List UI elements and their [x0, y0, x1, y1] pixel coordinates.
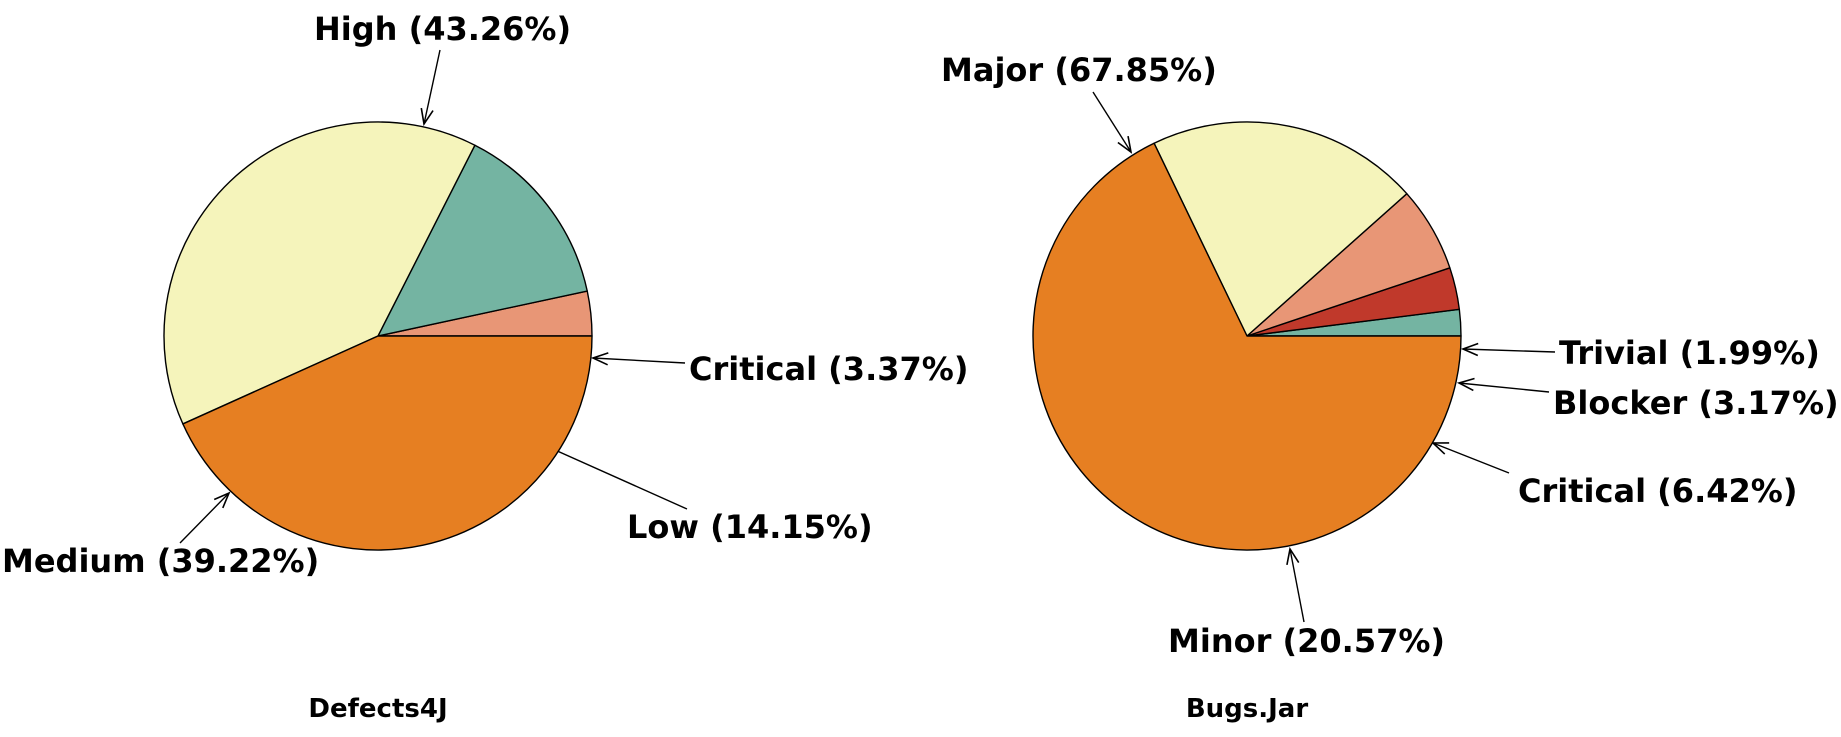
slice-label-major: Major (67.85%): [941, 51, 1217, 89]
slice-label-low: Low (14.15%): [627, 508, 873, 546]
bugs-jar-pie-chart: Trivial (1.99%) Blocker (3.17%) Critical (…: [941, 51, 1839, 724]
label-arrow-blocker: [1459, 383, 1550, 393]
label-arrow-critical: [593, 358, 686, 363]
label-arrow-high: [424, 49, 441, 124]
slice-label-critical: Critical (6.42%): [1518, 472, 1797, 510]
label-arrow-medium: [179, 493, 229, 544]
label-arrow-major: [1092, 91, 1131, 152]
slice-label-blocker: Blocker (3.17%): [1553, 384, 1839, 422]
slice-minor: [1153, 121, 1408, 337]
slice-label-medium: Medium (39.22%): [2, 542, 319, 580]
slice-medium: [163, 121, 476, 425]
label-arrow-minor: [1290, 549, 1305, 623]
slice-major: [1032, 142, 1462, 551]
defects4j-pie-chart: Critical (3.37%) Low (14.15%) Medium (39.2…: [2, 10, 968, 724]
label-arrow-trivial: [1463, 349, 1556, 352]
slice-label-critical: Critical (3.37%): [689, 350, 968, 388]
slice-label-trivial: Trivial (1.99%): [1559, 334, 1820, 372]
slice-low: [377, 144, 588, 337]
chart-title: Defects4J: [308, 694, 447, 724]
slice-high: [182, 335, 593, 551]
slice-label-high: High (43.26%): [314, 10, 571, 48]
slice-label-minor: Minor (20.57%): [1168, 622, 1445, 660]
label-arrow-critical: [1433, 443, 1510, 474]
chart-title: Bugs.Jar: [1186, 694, 1309, 724]
